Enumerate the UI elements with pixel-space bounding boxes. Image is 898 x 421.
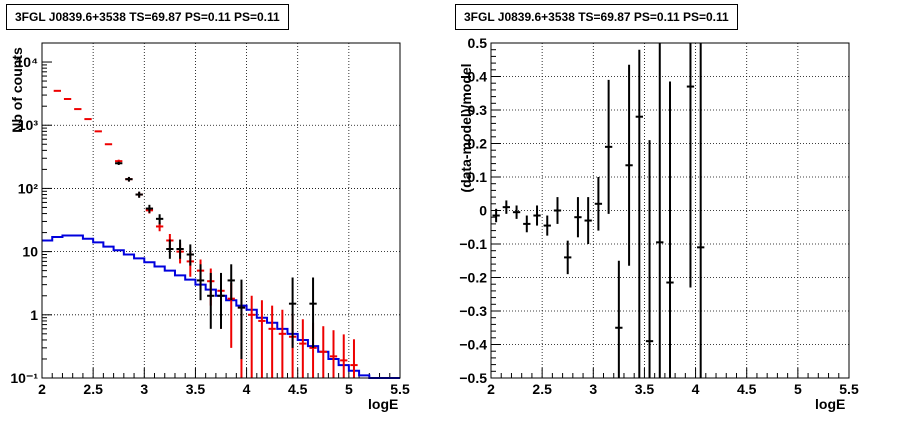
residual-point bbox=[574, 197, 582, 238]
model-point bbox=[350, 339, 358, 378]
plot-frame bbox=[490, 42, 850, 379]
x-tick-label: 4 bbox=[692, 381, 700, 397]
data-point bbox=[155, 214, 164, 225]
data-point bbox=[309, 277, 317, 348]
histogram-line bbox=[42, 234, 400, 379]
data-point bbox=[196, 264, 205, 301]
residual-point bbox=[686, 43, 695, 288]
data-point bbox=[288, 277, 297, 348]
x-tick-label: 2 bbox=[487, 381, 495, 397]
x-tick-label: 5.5 bbox=[839, 381, 859, 397]
residual-point bbox=[645, 140, 654, 378]
model-point bbox=[268, 305, 276, 378]
counts-histogram-plot: 2 2.5 3 3.5 4 4.5 5 5.5 10⁻¹ 1 10 10² 10³ 10⁴ bbox=[10, 42, 410, 397]
y-tick-label: 10² bbox=[18, 180, 39, 196]
plot-title-box: 3FGL J0839.6+3538 TS=69.87 PS=0.11 PS=0.… bbox=[455, 4, 738, 30]
x-tick-label: 2.5 bbox=[532, 381, 552, 397]
right-panel: 2 2.5 3 3.5 4 4.5 5 5.5 −0.5 −0.4 −0.3 −0.2 −0.1 0 0.1… bbox=[449, 0, 898, 421]
x-tick-label: 3 bbox=[589, 381, 597, 397]
data-point bbox=[166, 239, 174, 259]
residual-point bbox=[656, 43, 664, 378]
model-point bbox=[319, 326, 327, 378]
model-point bbox=[278, 309, 287, 378]
data-point bbox=[176, 239, 184, 259]
data-point bbox=[227, 264, 235, 301]
y-tick-label: −0.3 bbox=[459, 303, 487, 319]
y-tick-label: 0.3 bbox=[468, 102, 488, 118]
residual-point bbox=[625, 64, 633, 266]
y-tick-label: 10 bbox=[22, 244, 38, 260]
residuals-plot: 2 2.5 3 3.5 4 4.5 5 5.5 −0.5 −0.4 −0.3 −0.2 −0.1 0 0.1… bbox=[459, 35, 859, 397]
y-axis-label: Nb of counts bbox=[9, 47, 25, 133]
x-tick-label: 5.5 bbox=[390, 381, 410, 397]
x-tick-label: 2 bbox=[38, 381, 46, 397]
x-tick-label: 4.5 bbox=[288, 381, 308, 397]
residual-point bbox=[543, 215, 551, 236]
model-point bbox=[248, 295, 256, 378]
data-point bbox=[125, 176, 133, 182]
y-tick-label: −0.4 bbox=[459, 337, 487, 353]
data-point bbox=[186, 244, 194, 266]
x-tick-label: 5 bbox=[345, 381, 353, 397]
left-panel: 2 2.5 3 3.5 4 4.5 5 5.5 10⁻¹ 1 10 10² 10³ 10⁴ 3FGL J0… bbox=[6, 4, 410, 412]
data-point bbox=[115, 161, 123, 165]
y-tick-label: 10³ bbox=[18, 117, 39, 133]
residual-point bbox=[615, 260, 623, 378]
residual-point bbox=[584, 197, 592, 244]
residual-point bbox=[533, 205, 541, 226]
x-tick-label: 2.5 bbox=[83, 381, 103, 397]
residual-point bbox=[553, 197, 562, 224]
data-point bbox=[135, 191, 143, 198]
y-tick-label: 1 bbox=[30, 307, 38, 323]
y-tick-label: −0.2 bbox=[459, 270, 487, 286]
residual-point bbox=[512, 205, 521, 219]
data-point bbox=[217, 272, 225, 329]
y-tick-label: 0 bbox=[479, 203, 487, 219]
residual-point bbox=[523, 215, 531, 233]
x-tick-label: 4.5 bbox=[737, 381, 757, 397]
y-tick-label: 0.2 bbox=[468, 136, 488, 152]
x-tick-label: 4 bbox=[243, 381, 251, 397]
data-point bbox=[237, 279, 246, 359]
x-axis-label: logE bbox=[815, 396, 846, 412]
y-tick-label: −0.1 bbox=[459, 236, 487, 252]
data-point bbox=[207, 272, 215, 329]
residual-point bbox=[635, 49, 643, 378]
model-point bbox=[258, 300, 266, 378]
plot-title-box: 3FGL J0839.6+3538 TS=69.87 PS=0.11 PS=0.… bbox=[6, 4, 289, 30]
y-tick-label: 10⁻¹ bbox=[10, 370, 38, 386]
model-point bbox=[329, 330, 338, 378]
model-point bbox=[299, 319, 307, 378]
x-tick-label: 3.5 bbox=[186, 381, 206, 397]
x-tick-label: 5 bbox=[794, 381, 802, 397]
residual-point bbox=[697, 43, 705, 378]
y-tick-label: 0.5 bbox=[468, 35, 488, 51]
y-tick-label: −0.5 bbox=[459, 370, 487, 386]
model-point bbox=[340, 334, 348, 378]
residual-point bbox=[604, 79, 613, 214]
y-tick-label: 0.1 bbox=[468, 169, 488, 185]
y-tick-label: 0.4 bbox=[468, 69, 488, 85]
residual-point bbox=[594, 177, 603, 231]
data-point bbox=[145, 204, 154, 213]
residual-point bbox=[666, 81, 674, 378]
plot-frame bbox=[41, 42, 401, 379]
x-tick-label: 3.5 bbox=[635, 381, 655, 397]
residual-point bbox=[492, 208, 500, 223]
y-axis-label: (data-model)/model bbox=[458, 63, 474, 193]
residual-point bbox=[564, 240, 572, 275]
x-tick-label: 3 bbox=[140, 381, 148, 397]
y-tick-label: 10⁴ bbox=[16, 54, 39, 70]
x-axis-label: logE bbox=[368, 396, 399, 412]
residual-point bbox=[502, 200, 510, 214]
